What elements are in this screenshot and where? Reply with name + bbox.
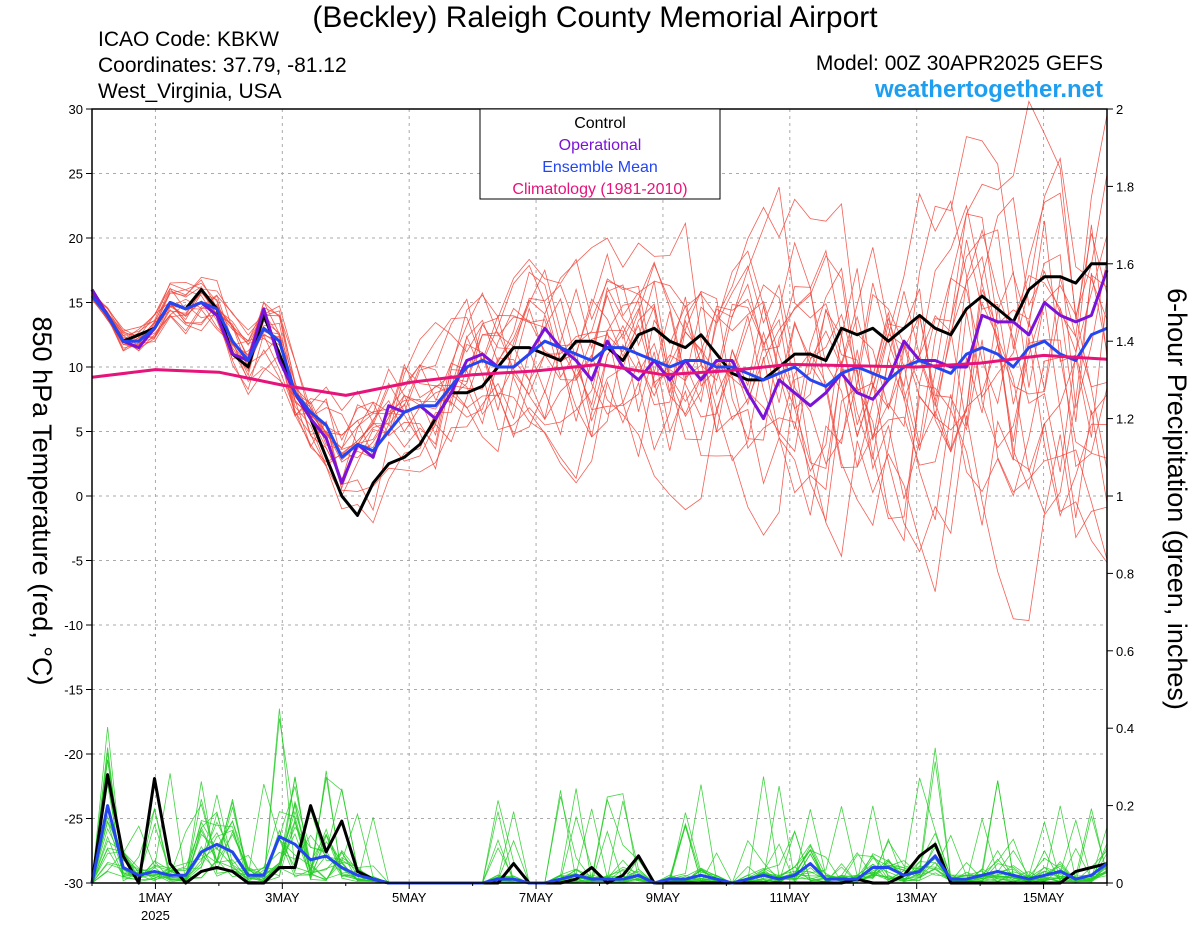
precip-series-ensemble-mean (90, 804, 1108, 885)
x-tick-label: 15MAY (1023, 890, 1065, 905)
chart-title: (Beckley) Raleigh County Memorial Airpor… (312, 1, 878, 34)
temp-series-climatology-1981-2010 (91, 353, 1108, 397)
y-left-tick-label: 20 (69, 231, 83, 246)
y-right-tick-label: 1.8 (1116, 179, 1134, 194)
y-right-tick-label: 1.4 (1116, 334, 1134, 349)
temp-member-line (91, 255, 1108, 517)
site-link[interactable]: weathertogether.net (874, 76, 1103, 103)
temp-series-ensemble-mean (90, 295, 1108, 459)
x-tick-sublabel: 2025 (141, 908, 170, 923)
y-left-tick-label: -15 (64, 683, 83, 698)
axes: 302520151050-5-10-15-20-25-3021.81.61.41… (27, 102, 1192, 923)
y-left-tick-label: -30 (64, 876, 83, 891)
model-run: Model: 00Z 30APR2025 GEFS (815, 52, 1103, 75)
x-tick-label: 3MAY (265, 890, 300, 905)
y-right-axis-label: 6-hour Precipitation (green, inches) (1162, 288, 1192, 710)
legend: Control Operational Ensemble Mean Climatolo… (479, 108, 721, 200)
y-right-tick-label: 0.4 (1116, 721, 1134, 736)
legend-entry: Climatology (1981-2010) (512, 181, 687, 198)
temp-series-operational (90, 269, 1109, 485)
region: West_Virginia, USA (98, 80, 282, 103)
grid (92, 109, 1107, 883)
x-tick-label: 1MAY (138, 890, 173, 905)
y-right-tick-label: 1.2 (1116, 412, 1134, 427)
y-right-tick-label: 1.6 (1116, 257, 1134, 272)
temp-member-line (91, 239, 1108, 536)
series-lines (90, 262, 1109, 885)
temp-member-line (91, 156, 1108, 524)
legend-entry: Control (574, 115, 626, 132)
x-tick-label: 13MAY (896, 890, 938, 905)
y-right-tick-label: 1 (1116, 489, 1123, 504)
y-left-tick-label: 25 (69, 167, 83, 182)
temp-series-control (90, 262, 1107, 517)
y-left-tick-label: -5 (71, 554, 83, 569)
precip-member-line (91, 761, 1108, 884)
temp-member-line (91, 221, 1108, 516)
y-left-tick-label: -25 (64, 812, 83, 827)
y-left-tick-label: 5 (76, 425, 83, 440)
y-left-tick-label: 30 (69, 102, 83, 117)
y-left-tick-label: -10 (64, 618, 83, 633)
y-right-tick-label: 0.6 (1116, 644, 1134, 659)
icao-code: ICAO Code: KBKW (98, 28, 279, 51)
y-left-axis-label: 850 hPa Temperature (red, °C) (27, 317, 57, 686)
y-left-tick-label: 15 (69, 296, 83, 311)
y-right-tick-label: 0 (1116, 876, 1123, 891)
x-tick-label: 5MAY (392, 890, 427, 905)
temp-member-line (91, 283, 1108, 491)
legend-box (479, 108, 721, 200)
coordinates: Coordinates: 37.79, -81.12 (98, 54, 347, 77)
temp-member-line (91, 261, 1108, 563)
y-left-tick-label: 0 (76, 489, 83, 504)
x-tick-label: 9MAY (646, 890, 681, 905)
y-right-tick-label: 0.2 (1116, 799, 1134, 814)
legend-entry: Ensemble Mean (542, 159, 658, 176)
y-right-tick-label: 0.8 (1116, 566, 1134, 581)
x-tick-label: 11MAY (769, 890, 810, 905)
y-right-tick-label: 2 (1116, 102, 1123, 117)
ensemble-members (91, 100, 1108, 884)
y-left-tick-label: 10 (69, 360, 83, 375)
temp-member-line (91, 224, 1108, 497)
x-tick-label: 7MAY (519, 890, 554, 905)
temp-member-line (91, 293, 1108, 560)
temp-member-line (91, 213, 1108, 494)
y-left-tick-label: -20 (64, 747, 83, 762)
legend-entry: Operational (559, 137, 642, 154)
